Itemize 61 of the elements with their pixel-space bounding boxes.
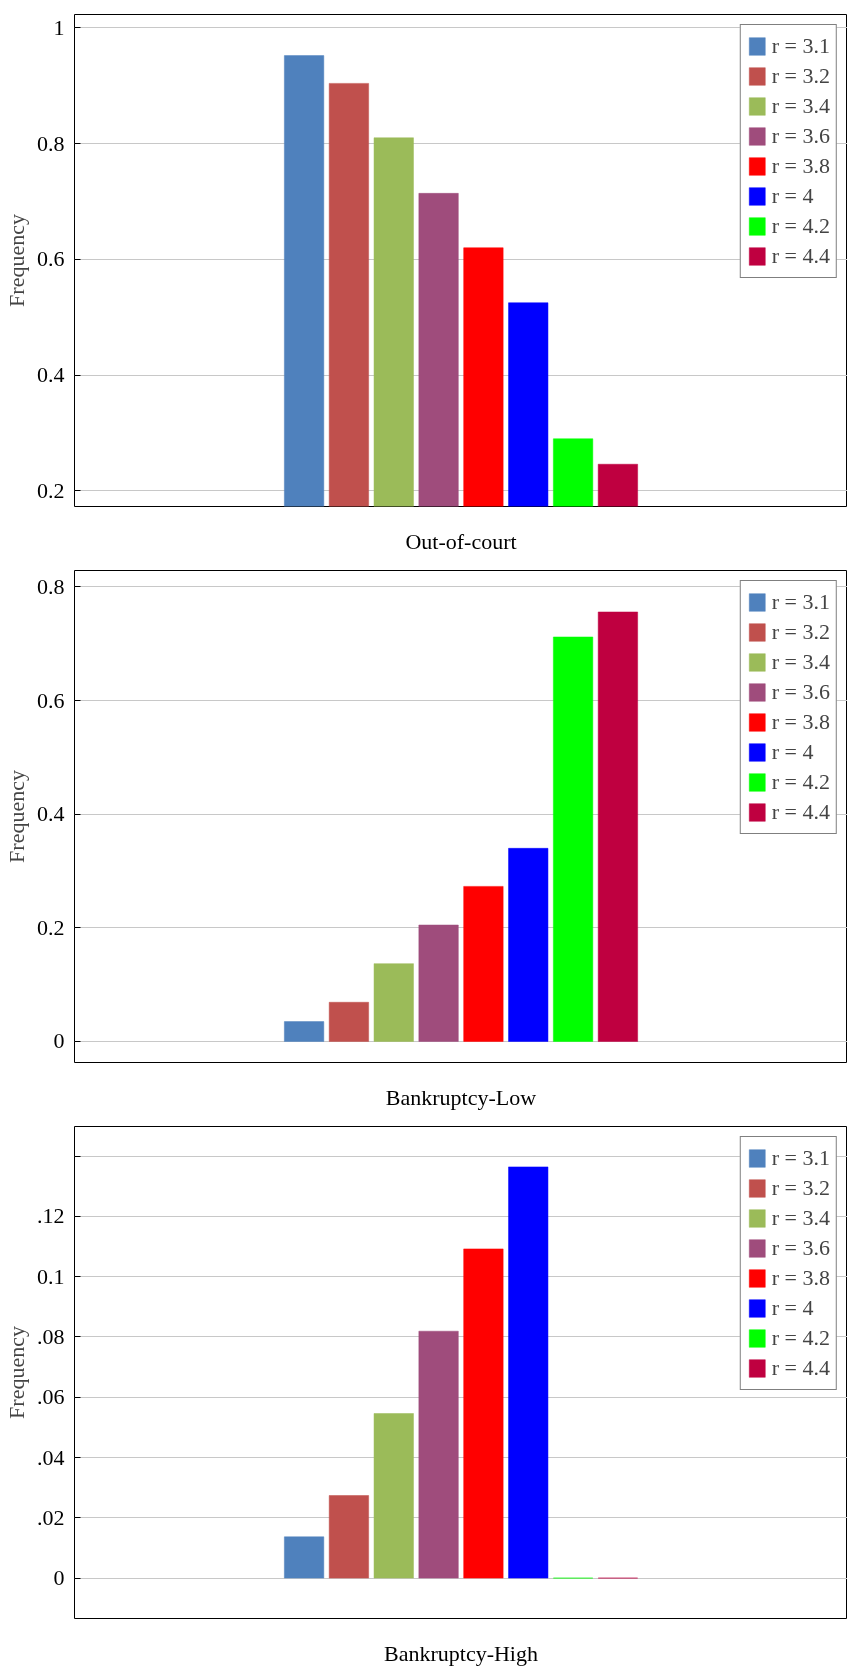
- y-tick-label: 0.2: [37, 477, 65, 503]
- legend-label: r = 4.2: [771, 768, 830, 796]
- bar: [418, 924, 459, 1042]
- bar: [373, 963, 414, 1042]
- legend-label: r = 3.1: [771, 588, 830, 616]
- y-tick-label: .12: [37, 1203, 65, 1229]
- legend-label: r = 4.4: [771, 242, 830, 270]
- y-tick-label: 0.4: [37, 801, 65, 827]
- legend-label: r = 3.2: [771, 618, 830, 646]
- bar: [418, 1330, 459, 1579]
- y-tick-label: 0: [53, 1028, 65, 1054]
- y-tick-label: 0.8: [37, 130, 65, 156]
- x-tick-label: Bankruptcy-High: [384, 1640, 538, 1666]
- y-tick-label: 0.1: [37, 1263, 65, 1289]
- legend-label: r = 3.1: [771, 32, 830, 60]
- bar: [328, 1002, 369, 1042]
- legend-label: r = 3.8: [771, 1264, 830, 1292]
- bar: [284, 1021, 325, 1042]
- bar: [553, 636, 594, 1042]
- bar: [463, 1248, 504, 1579]
- legend-label: r = 3.6: [771, 1234, 830, 1262]
- y-tick-label: .06: [37, 1384, 65, 1410]
- bar: [508, 848, 549, 1042]
- legend-label: r = 4.4: [771, 798, 830, 826]
- legend-label: r = 4: [771, 182, 814, 210]
- y-tick-label: 0: [53, 1565, 65, 1591]
- legend-label: r = 3.2: [771, 62, 830, 90]
- y-axis-title: Frequency: [4, 1326, 29, 1419]
- y-tick-label: 0.2: [37, 914, 65, 940]
- legend-label: r = 3.6: [771, 122, 830, 150]
- y-tick-label: .02: [37, 1504, 65, 1530]
- legend-label: r = 4.4: [771, 1354, 830, 1382]
- bar: [597, 611, 638, 1042]
- legend-label: r = 3.4: [771, 1204, 830, 1232]
- bar: [463, 886, 504, 1042]
- x-tick-label: Bankruptcy-Low: [385, 1084, 537, 1110]
- legend-label: r = 4.2: [771, 212, 830, 240]
- bar: [284, 1536, 325, 1579]
- y-tick-label: 0.8: [37, 573, 65, 599]
- bar: [373, 1413, 414, 1579]
- legend-label: r = 3.8: [771, 152, 830, 180]
- y-tick-label: 1: [53, 14, 65, 40]
- y-axis-title: Frequency: [4, 770, 29, 863]
- y-tick-label: 0.6: [37, 246, 65, 272]
- bar: [508, 1166, 549, 1579]
- x-tick-label: Out-of-court: [405, 528, 517, 554]
- legend-label: r = 3.1: [771, 1144, 830, 1172]
- legend-label: r = 4: [771, 1294, 814, 1322]
- y-tick-label: 0.4: [37, 362, 65, 388]
- legend-label: r = 4: [771, 738, 814, 766]
- y-tick-label: .04: [37, 1444, 65, 1470]
- y-tick-label: .08: [37, 1323, 65, 1349]
- y-axis-title: Frequency: [4, 214, 29, 307]
- y-tick-label: 0.6: [37, 687, 65, 713]
- bar: [328, 1495, 369, 1579]
- legend-label: r = 3.6: [771, 678, 830, 706]
- legend-label: r = 3.8: [771, 708, 830, 736]
- legend-label: r = 4.2: [771, 1324, 830, 1352]
- legend-label: r = 3.2: [771, 1174, 830, 1202]
- legend-label: r = 3.4: [771, 92, 830, 120]
- legend-label: r = 3.4: [771, 648, 830, 676]
